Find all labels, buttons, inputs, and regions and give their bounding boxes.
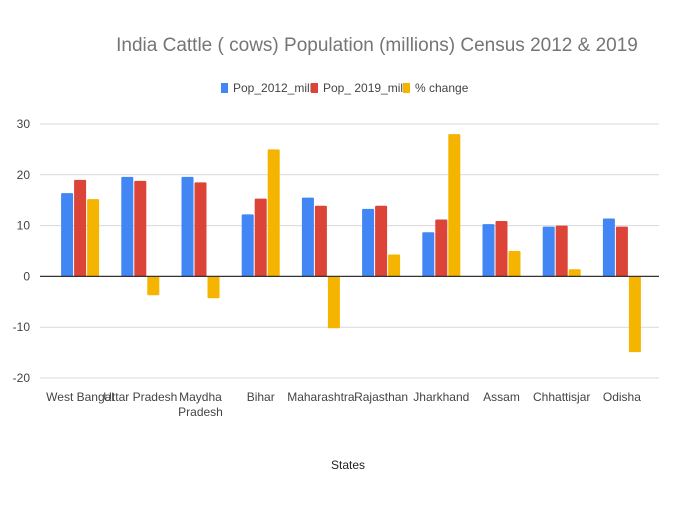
bar-7-1	[495, 221, 508, 277]
x-tick-label-9: Odisha	[603, 390, 641, 404]
bar-4-1	[314, 205, 327, 277]
bar-1-0	[121, 176, 134, 277]
x-tick-label-2: Maydha Pradesh	[178, 390, 223, 419]
bar-9-0	[602, 218, 615, 277]
bar-7-0	[482, 224, 495, 277]
bar-1-1	[134, 180, 147, 277]
bar-5-0	[362, 208, 375, 277]
bar-2-1	[194, 182, 207, 277]
bar-5-1	[375, 205, 388, 277]
x-tick-label-line: Odisha	[603, 390, 641, 404]
legend-swatch-2	[403, 83, 410, 93]
bar-0-2	[87, 199, 100, 277]
x-tick-label-line: Rajasthan	[354, 390, 408, 404]
x-tick-label-6: Jharkhand	[413, 390, 469, 404]
x-tick-label-3: Bihar	[247, 390, 275, 404]
y-tick-label-2: 10	[17, 219, 31, 233]
legend-label-0: Pop_2012_mill	[233, 81, 312, 95]
x-tick-label-7: Assam	[483, 390, 520, 404]
bar-8-2	[568, 269, 581, 277]
legend: Pop_2012_mill Pop_ 2019_mill % change	[221, 81, 469, 95]
x-tick-label-line: Chhattisjar	[533, 390, 590, 404]
x-tick-label-line: Assam	[483, 390, 520, 404]
y-axis-ticks: 30 20 10 0 -10 -20	[13, 117, 31, 385]
legend-swatch-0	[221, 83, 228, 93]
x-tick-label-line: Bihar	[247, 390, 275, 404]
bar-4-0	[301, 197, 314, 277]
bar-6-2	[448, 134, 461, 277]
x-tick-label-line: Maharashtra	[287, 390, 355, 404]
chart-title: India Cattle ( cows) Population (million…	[116, 35, 638, 56]
bar-7-2	[508, 251, 521, 277]
bar-0-0	[61, 193, 74, 277]
x-tick-label-1: Uttar Pradesh	[103, 390, 177, 404]
x-tick-label-line: Uttar Pradesh	[103, 390, 177, 404]
legend-swatch-1	[311, 83, 318, 93]
bar-1-2	[147, 276, 160, 296]
bar-3-2	[267, 149, 280, 277]
bar-6-1	[435, 219, 448, 277]
bar-2-0	[181, 176, 194, 277]
bar-8-0	[542, 226, 555, 277]
bar-0-1	[74, 179, 87, 277]
x-tick-label-line: Pradesh	[178, 405, 223, 419]
bar-2-2	[207, 276, 220, 299]
x-tick-label-line: Jharkhand	[413, 390, 469, 404]
x-axis-title: States	[331, 458, 365, 472]
y-tick-label-4: -10	[13, 320, 31, 334]
legend-label-2: % change	[415, 81, 469, 95]
x-tick-label-line: West Bangal	[46, 390, 114, 404]
bar-6-0	[422, 232, 435, 277]
bar-5-2	[388, 254, 401, 277]
x-tick-label-5: Rajasthan	[354, 390, 408, 404]
bar-9-2	[628, 276, 641, 353]
x-tick-label-4: Maharashtra	[287, 390, 355, 404]
bars	[61, 134, 641, 353]
bar-3-0	[241, 214, 254, 277]
x-tick-label-line: Maydha	[179, 390, 222, 404]
bar-4-2	[327, 276, 340, 329]
bar-3-1	[254, 198, 267, 277]
bar-9-1	[615, 226, 628, 277]
x-tick-label-0: West Bangal	[46, 390, 114, 404]
y-tick-label-3: 0	[23, 269, 30, 283]
bar-8-1	[555, 225, 568, 277]
x-tick-label-8: Chhattisjar	[533, 390, 590, 404]
y-tick-label-0: 30	[17, 117, 31, 131]
y-tick-label-5: -20	[13, 371, 31, 385]
legend-label-1: Pop_ 2019_mill	[323, 81, 406, 95]
y-tick-label-1: 20	[17, 168, 31, 182]
